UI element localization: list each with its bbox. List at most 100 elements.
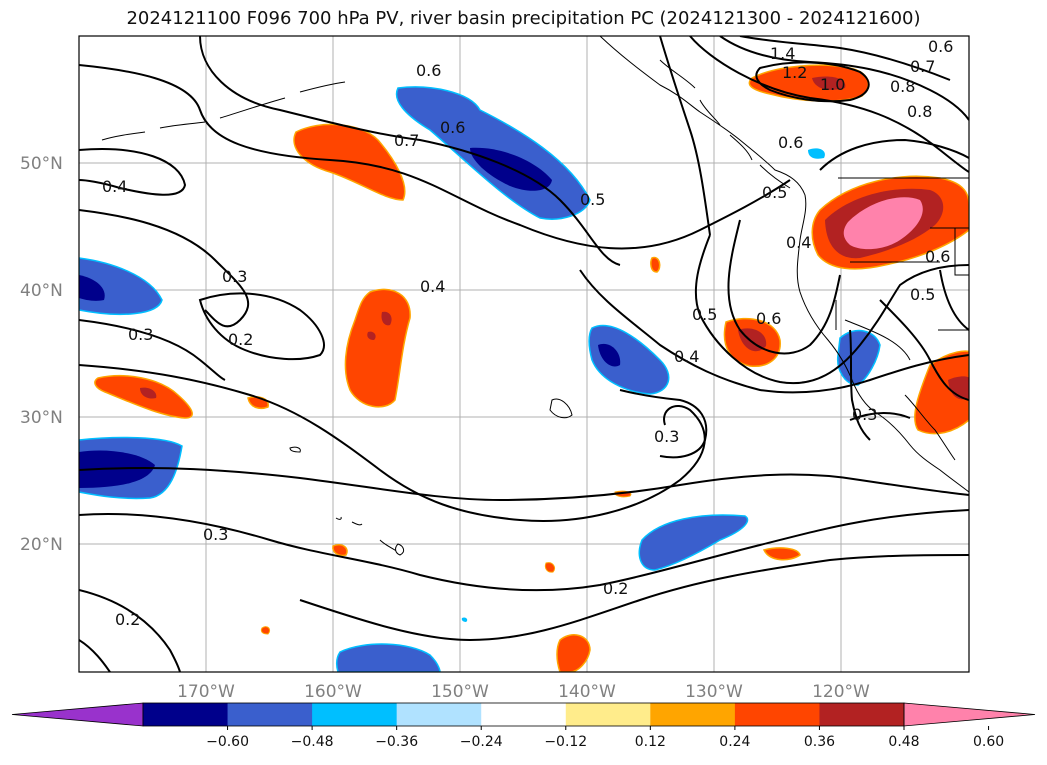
contour-line — [939, 269, 969, 331]
contour-label: 0.3 — [222, 267, 247, 286]
colorbar-tick-label: −0.60 — [206, 734, 249, 750]
contour-label: 0.4 — [786, 233, 811, 252]
positive-anomaly-area — [94, 375, 193, 419]
contour-line — [694, 234, 969, 385]
colorbar-swatch — [312, 703, 398, 726]
lat-label-50n: 50°N — [20, 154, 63, 174]
contour-label: 0.5 — [910, 285, 935, 304]
contour-label: 0.5 — [762, 183, 787, 202]
positive-anomaly-core — [381, 311, 392, 326]
contour-line — [79, 64, 791, 250]
negative-anomaly-area — [335, 643, 441, 672]
positive-anomaly-area — [762, 547, 801, 561]
lon-label-140w: 140°W — [558, 682, 616, 702]
negative-anomaly-area — [638, 514, 749, 571]
lat-label-30n: 30°N — [20, 408, 63, 428]
contour-label: 0.4 — [420, 277, 445, 296]
colorbar-tick-label: 0.12 — [635, 734, 666, 750]
lon-label-160w: 160°W — [304, 682, 362, 702]
contour-label: 0.6 — [928, 37, 953, 56]
contour-line — [879, 299, 969, 401]
contour-line — [659, 36, 711, 236]
contour-line — [79, 589, 181, 672]
longitude-labels: 170°W 160°W 150°W 140°W 130°W 120°W — [177, 682, 870, 702]
colorbar-tick-label: 0.24 — [719, 734, 750, 750]
contour-label: 0.6 — [440, 118, 465, 137]
positive-anomaly-core — [367, 331, 376, 340]
contour-line — [739, 36, 951, 81]
positive-anomaly-area — [544, 562, 556, 573]
contour-label: 0.6 — [416, 61, 441, 80]
map-title: 2024121100 F096 700 hPa PV, river basin … — [126, 8, 921, 29]
positive-anomaly-core — [140, 387, 157, 399]
contour-line — [79, 209, 250, 328]
contour-label: 0.8 — [907, 102, 932, 121]
colorbar-tick-label: −0.12 — [544, 734, 587, 750]
contour-label: 0.6 — [756, 309, 781, 328]
map-background — [79, 36, 969, 672]
colorbar-swatch — [734, 703, 820, 726]
negative-anomaly-area — [808, 148, 825, 159]
positive-anomaly-peak — [843, 197, 923, 250]
lon-label-130w: 130°W — [685, 682, 743, 702]
contour-line — [79, 364, 706, 522]
contour-line — [299, 554, 969, 642]
contour-label: 0.2 — [115, 610, 140, 629]
contour-label: 1.2 — [782, 63, 807, 82]
contour-label: 0.4 — [102, 177, 127, 196]
contour-line — [689, 36, 969, 173]
contour-line — [819, 138, 969, 171]
contour-label: 0.4 — [674, 347, 699, 366]
colorbar-outline — [142, 702, 905, 727]
pv-contours — [79, 36, 969, 672]
positive-anomaly-area — [344, 288, 411, 408]
contour-label: 1.4 — [770, 44, 795, 63]
contour-label: 1.0 — [820, 75, 845, 94]
contour-line — [619, 389, 708, 459]
contour-line — [199, 36, 621, 266]
lat-label-20n: 20°N — [20, 535, 63, 555]
contour-label: 0.8 — [890, 77, 915, 96]
negative-anomaly-area — [461, 617, 468, 622]
contour-line — [79, 467, 969, 502]
contour-line — [727, 219, 841, 355]
positive-anomaly-core — [948, 376, 969, 400]
positive-anomaly-area — [650, 256, 661, 273]
colorbar-tick-label: 0.60 — [973, 734, 1004, 750]
colorbar: −0.60 −0.48 −0.36 −0.24 −0.12 0.12 0.24 0.36 0.4… — [11, 702, 1036, 750]
latitude-labels: 50°N 40°N 30°N 20°N — [20, 154, 63, 555]
contour-line — [719, 36, 969, 121]
colorbar-extend-min — [11, 702, 144, 727]
colorbar-tick-label: 0.48 — [888, 734, 919, 750]
lon-label-150w: 150°W — [431, 682, 489, 702]
colorbar-swatch — [819, 703, 905, 726]
negative-anomaly-core — [79, 275, 105, 301]
contour-label: 0.7 — [394, 131, 419, 150]
contour-label: 0.7 — [910, 57, 935, 76]
contour-line — [755, 61, 870, 103]
contour-label: 0.2 — [228, 330, 253, 349]
contour-label: 0.3 — [852, 405, 877, 424]
contour-line — [579, 269, 969, 394]
lon-label-120w: 120°W — [812, 682, 870, 702]
positive-anomaly-area — [332, 543, 348, 557]
contour-line — [79, 319, 226, 381]
negative-anomaly-area — [588, 324, 670, 395]
contour-line — [198, 292, 325, 361]
lat-label-40n: 40°N — [20, 281, 63, 301]
contour-label: 0.5 — [580, 190, 605, 209]
positive-anomaly-core — [738, 328, 767, 352]
positive-anomaly-area — [556, 634, 591, 672]
colorbar-swatch — [481, 703, 567, 726]
contour-line — [849, 329, 871, 441]
gridlines — [79, 36, 969, 672]
contour-label: 0.6 — [925, 247, 950, 266]
colorbar-tick-label: −0.36 — [375, 734, 418, 750]
contour-label: 0.5 — [692, 305, 717, 324]
contour-line — [849, 412, 911, 421]
positive-anomaly-core — [812, 76, 846, 90]
colorbar-extend-max — [903, 702, 1036, 727]
colorbar-tick-label: −0.24 — [460, 734, 503, 750]
colorbar-tick-label: −0.48 — [291, 734, 334, 750]
